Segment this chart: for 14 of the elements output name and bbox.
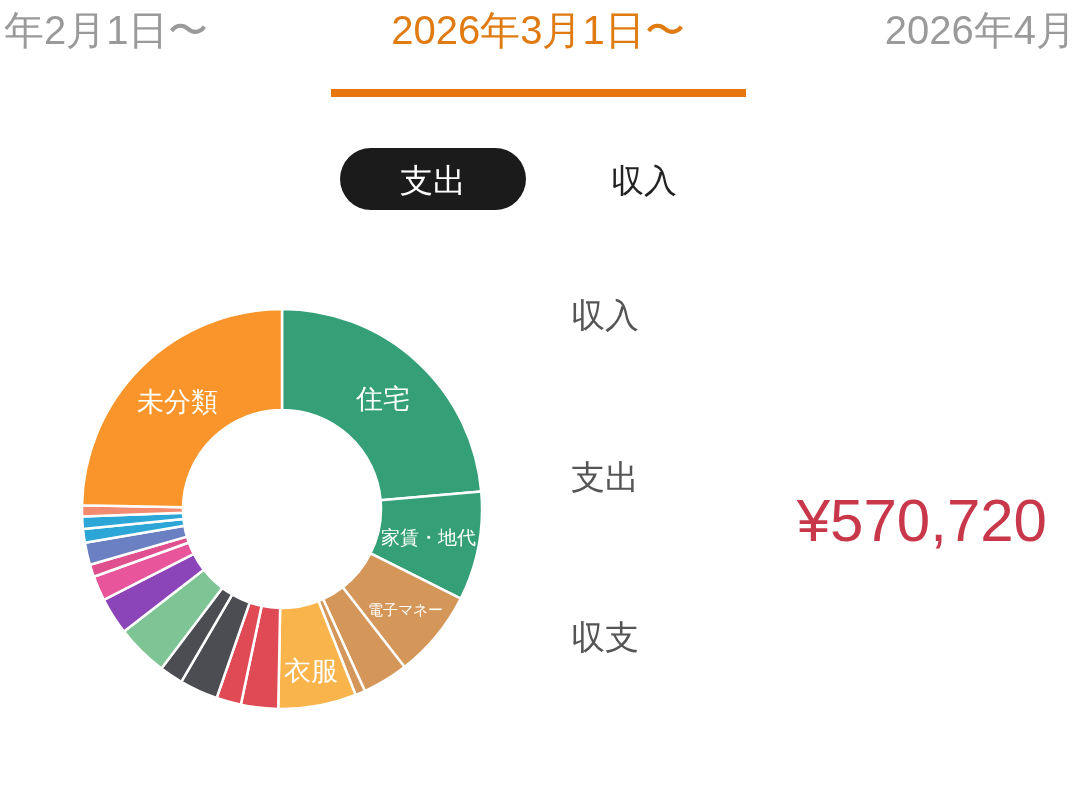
- slice-label: 未分類: [136, 387, 218, 418]
- slice-label: 家賃・地代: [381, 526, 477, 548]
- slice-label: 住宅: [355, 383, 410, 414]
- toggle-label: 収入: [611, 161, 677, 199]
- summary-label: 収支: [571, 618, 639, 656]
- selected-period-label: 2026年3月1日〜: [391, 8, 685, 52]
- summary-label: 収入: [571, 296, 639, 334]
- summary-value: ¥570,720: [796, 486, 1047, 554]
- previous-period-label: 年2月1日〜: [4, 8, 209, 52]
- summary-label: 支出: [571, 458, 639, 496]
- slice-label: 電子マネー: [367, 602, 443, 619]
- slice-label: 衣服: [284, 655, 339, 686]
- next-period-label: 2026年4月: [884, 8, 1076, 52]
- toggle-selected: 支出: [340, 148, 526, 210]
